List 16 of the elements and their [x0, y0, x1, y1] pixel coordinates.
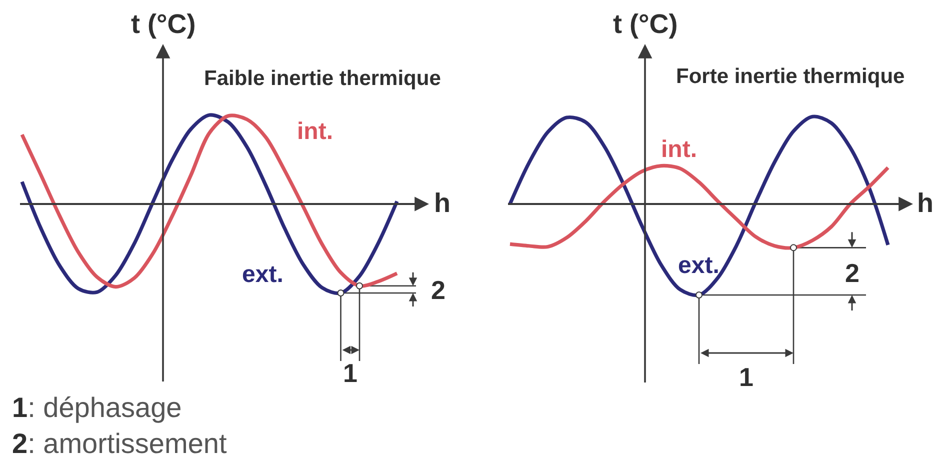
series-label: int. — [297, 118, 333, 145]
annotation: 2: amortissement — [12, 428, 227, 459]
annotation: 2 — [845, 258, 860, 288]
annotation: 1: déphasage — [12, 392, 182, 423]
x-axis-title: h — [434, 188, 450, 218]
chart-title: Forte inertie thermique — [676, 65, 905, 88]
y-axis-title: t (°C) — [613, 9, 678, 39]
series-label: ext. — [678, 252, 720, 279]
x-axis-title: h — [917, 188, 934, 218]
series-label: int. — [661, 136, 697, 163]
series-label: ext. — [242, 261, 284, 288]
annotation: 1 — [739, 362, 754, 392]
y-axis-title: t (°C) — [131, 9, 196, 39]
annotation: 2 — [431, 275, 446, 305]
chart-title: Faible inertie thermique — [204, 67, 441, 90]
annotation: 1 — [343, 358, 358, 388]
